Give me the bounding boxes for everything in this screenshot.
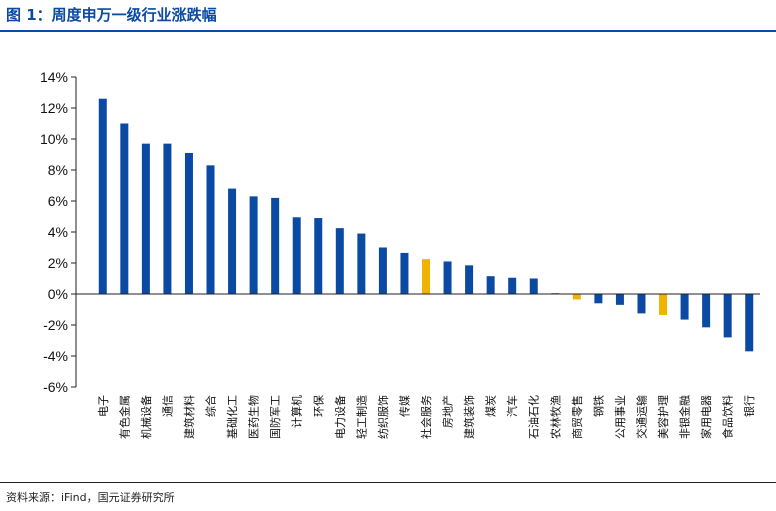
y-tick-label: 2%	[48, 255, 68, 271]
y-tick-label: 4%	[48, 224, 68, 240]
y-tick-label: 10%	[40, 131, 68, 147]
x-tick-label: 石油石化	[527, 395, 541, 439]
bar	[637, 294, 646, 314]
y-tick-label: 14%	[40, 69, 68, 85]
x-tick-label: 建筑装饰	[462, 395, 476, 439]
bar	[292, 217, 301, 294]
bar	[378, 247, 387, 294]
y-tick-label: -6%	[43, 379, 68, 395]
x-tick-label: 基础化工	[225, 395, 239, 439]
x-tick-label: 银行	[742, 395, 756, 417]
x-tick-label: 汽车	[505, 395, 519, 417]
y-tick-label: 0%	[48, 286, 68, 302]
bar	[206, 165, 215, 294]
bar-chart: -6% -4% -2% 0% 2% 4% 6% 8% 10% 12% 14% 电子 有色金属 机械设备通…	[40, 69, 760, 439]
bar	[443, 261, 452, 294]
bar	[745, 294, 754, 352]
x-tick-label: 煤炭	[485, 395, 498, 417]
x-tick-label: 公用事业	[614, 395, 627, 439]
y-tick-label: 8%	[48, 162, 68, 178]
y-tick-label: 6%	[48, 193, 68, 209]
x-tick-label: 家用电器	[699, 395, 713, 439]
bar	[465, 265, 474, 294]
bar	[400, 252, 409, 294]
x-tick-label: 机械设备	[139, 395, 153, 439]
bar	[120, 123, 129, 294]
x-tick-label: 计算机	[290, 395, 304, 428]
bar	[357, 233, 366, 294]
bar	[271, 197, 280, 294]
x-tick-label: 农林牧渔	[548, 395, 562, 439]
bars	[98, 98, 754, 352]
bar	[98, 98, 107, 294]
bar	[508, 277, 517, 294]
x-tick-label: 美容护理	[656, 395, 670, 439]
bar	[335, 228, 344, 294]
bar	[486, 276, 495, 294]
x-tick-label: 有色金属	[117, 395, 131, 439]
bar	[572, 294, 581, 300]
bar	[184, 152, 193, 294]
source-note: 资料来源：iFind，国元证券研究所	[6, 491, 175, 504]
x-tick-label: 传媒	[398, 395, 411, 417]
bar	[702, 294, 711, 328]
x-tick-label: 交通运输	[634, 395, 648, 439]
y-tick-label: -2%	[43, 317, 68, 333]
title-rule	[0, 30, 776, 32]
bar	[659, 294, 668, 315]
x-axis-labels: 电子 有色金属 机械设备 通信 建筑材料 综合 基础化工 医药生物 国防军工 计算机 环保 电力设备轻…	[97, 395, 756, 439]
x-tick-label: 非银金融	[678, 395, 692, 439]
x-tick-label: 电力设备	[333, 395, 347, 439]
x-tick-label: 钢铁	[592, 395, 605, 417]
x-tick-label: 医药生物	[247, 395, 261, 439]
y-tick-label: -4%	[43, 348, 68, 364]
x-tick-label: 环保	[311, 395, 325, 417]
bar	[422, 259, 430, 294]
y-axis: -6% -4% -2% 0% 2% 4% 6% 8% 10% 12% 14%	[40, 69, 77, 395]
x-tick-label: 国防军工	[268, 395, 282, 439]
figure-title: 图 1：周度申万一级行业涨跌幅	[6, 6, 217, 24]
bar	[680, 294, 689, 320]
x-tick-label: 电子	[97, 395, 110, 417]
bar	[594, 294, 603, 304]
bar	[141, 143, 150, 294]
x-tick-label: 食品饮料	[721, 395, 735, 439]
x-tick-label: 社会服务	[419, 395, 433, 439]
footer-rule	[0, 482, 776, 483]
x-tick-label: 建筑材料	[182, 395, 196, 439]
x-tick-label: 综合	[204, 395, 218, 417]
x-tick-label: 商贸零售	[570, 395, 584, 439]
bar	[228, 188, 237, 294]
bar	[163, 143, 172, 294]
bar	[529, 278, 538, 294]
x-tick-label: 纺织服饰	[376, 395, 390, 439]
y-tick-label: 12%	[40, 100, 68, 116]
bar	[314, 218, 323, 294]
bar	[723, 294, 732, 338]
bar	[615, 294, 624, 305]
x-tick-label: 通信	[161, 395, 174, 417]
x-tick-label: 轻工制造	[354, 395, 368, 439]
x-tick-label: 房地产	[441, 395, 455, 428]
bar	[249, 196, 258, 294]
